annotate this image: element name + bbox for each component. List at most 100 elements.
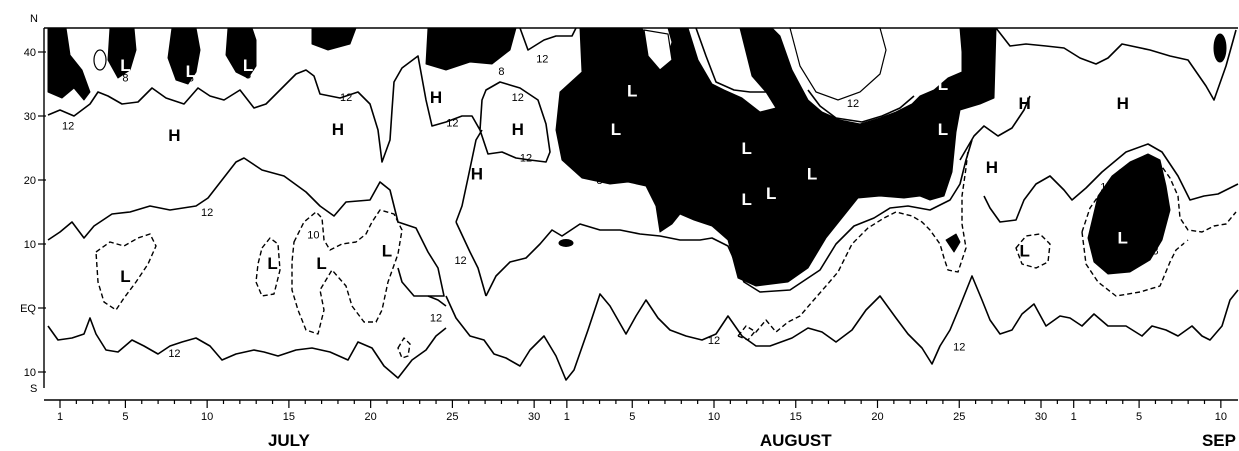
contour-10-d bbox=[397, 337, 411, 359]
contour-12-upper bbox=[47, 55, 551, 163]
contour-label: 12 bbox=[520, 153, 532, 165]
x-tick-label: 10 bbox=[201, 411, 213, 423]
x-tick-label: 1 bbox=[1071, 411, 1077, 423]
low-center-label: L bbox=[611, 120, 621, 139]
high-center-label: H bbox=[1019, 94, 1031, 113]
hole-aug-a bbox=[643, 29, 673, 71]
x-tick-label: 10 bbox=[1215, 411, 1227, 423]
x-tick-label: 1 bbox=[564, 411, 570, 423]
x-tick-label: 30 bbox=[1035, 411, 1047, 423]
low-center-label: L bbox=[316, 254, 326, 273]
region-below-8-august bbox=[555, 27, 997, 287]
low-center-label: L bbox=[627, 81, 637, 100]
contour-label: 12 bbox=[1100, 181, 1112, 193]
y-tick-label: 10 bbox=[24, 367, 36, 379]
region-below-8-a bbox=[47, 27, 91, 101]
x-tick-label: 1 bbox=[57, 411, 63, 423]
x-axis-ticks: 1 5 10 15 20 25 30 1 5 10 15 20 25 30 1 5 10 bbox=[57, 400, 1227, 423]
region-below-8-c bbox=[167, 27, 201, 85]
contour-label: 8 bbox=[596, 175, 602, 187]
y-axis-bottom-marker: S bbox=[30, 383, 37, 395]
x-tick-label: 5 bbox=[122, 411, 128, 423]
low-center-label: L bbox=[243, 56, 253, 75]
month-labels: JULY AUGUST SEP bbox=[268, 431, 1236, 450]
low-center-label: L bbox=[120, 56, 130, 75]
spot-aug-25 bbox=[945, 233, 961, 253]
region-below-8-sep bbox=[1087, 153, 1171, 275]
contour-label: 8 bbox=[1136, 207, 1142, 219]
low-center-label: L bbox=[120, 267, 130, 286]
contour-label: 8 bbox=[245, 69, 251, 81]
contour-label: 12 bbox=[201, 207, 213, 219]
contour-10-b bbox=[255, 237, 281, 297]
high-center-label: H bbox=[471, 165, 483, 184]
contour-12-middle bbox=[47, 157, 445, 297]
low-center-label: L bbox=[382, 241, 392, 260]
hole-early-july bbox=[93, 49, 107, 71]
contour-label: 12 bbox=[953, 341, 965, 353]
x-tick-label: 25 bbox=[446, 411, 458, 423]
high-center-label: H bbox=[168, 126, 180, 145]
y-axis-top-marker: N bbox=[30, 13, 38, 25]
contour-label: 8 bbox=[498, 66, 504, 78]
low-center-label: L bbox=[807, 165, 817, 184]
y-axis-ticks: 40 30 20 10 EQ 10 bbox=[20, 47, 46, 379]
white-holes bbox=[93, 27, 887, 101]
low-center-label: L bbox=[1183, 229, 1193, 248]
contour-label: 8 bbox=[188, 73, 194, 85]
x-tick-label: 20 bbox=[365, 411, 377, 423]
contour-10-sep-circle bbox=[1015, 233, 1051, 269]
region-below-8-e bbox=[311, 27, 357, 51]
contour-10-c bbox=[291, 209, 403, 335]
spot-aug-1 bbox=[558, 239, 574, 247]
month-label: SEP bbox=[1202, 431, 1236, 450]
x-tick-label: 25 bbox=[953, 411, 965, 423]
contour-label: 12 bbox=[708, 335, 720, 347]
month-label: JULY bbox=[268, 431, 311, 450]
contour-label: 8 bbox=[122, 73, 128, 85]
contour-label: 12 bbox=[454, 255, 466, 267]
contour-12-right bbox=[995, 27, 1237, 101]
contour-label: 12 bbox=[446, 117, 458, 129]
y-tick-label: 30 bbox=[24, 111, 36, 123]
contour-12-lower-mid bbox=[455, 221, 487, 297]
x-tick-label: 10 bbox=[708, 411, 720, 423]
contour-12-mid-right bbox=[485, 139, 973, 297]
high-center-label: H bbox=[512, 120, 524, 139]
contour-12-aug-top bbox=[695, 27, 766, 93]
contour-label: 12 bbox=[430, 313, 442, 325]
contour-12-right-mid bbox=[983, 143, 1239, 223]
x-tick-label: 15 bbox=[790, 411, 802, 423]
contour-12-aug-mid bbox=[807, 89, 915, 123]
low-center-label: L bbox=[1118, 229, 1128, 248]
contour-label: 12 bbox=[168, 348, 180, 360]
contour-label: 12 bbox=[536, 53, 548, 65]
contour-10-aug-b bbox=[737, 329, 757, 341]
y-tick-label: EQ bbox=[20, 303, 36, 315]
black-regions bbox=[47, 27, 1227, 287]
high-center-label: H bbox=[430, 88, 442, 107]
x-tick-label: 30 bbox=[528, 411, 540, 423]
y-tick-label: 40 bbox=[24, 47, 36, 59]
low-center-label: L bbox=[267, 254, 277, 273]
contour-label: 12 bbox=[512, 92, 524, 104]
month-label: AUGUST bbox=[760, 431, 832, 450]
low-center-label: L bbox=[938, 75, 948, 94]
high-center-label: H bbox=[986, 158, 998, 177]
x-tick-label: 5 bbox=[629, 411, 635, 423]
high-center-label: H bbox=[1117, 94, 1129, 113]
contour-12-lower-b bbox=[445, 275, 1239, 381]
contour-label: 12 bbox=[62, 121, 74, 133]
y-tick-label: 10 bbox=[24, 239, 36, 251]
contour-label: 8 bbox=[637, 92, 643, 104]
contour-10-a bbox=[95, 233, 157, 311]
x-tick-label: 15 bbox=[283, 411, 295, 423]
contour-label: 8 bbox=[842, 191, 848, 203]
region-below-8-f bbox=[425, 27, 517, 71]
contour-12-middle-b bbox=[427, 295, 447, 307]
contour-12-top-a bbox=[519, 27, 577, 51]
low-center-label: L bbox=[1019, 241, 1029, 260]
